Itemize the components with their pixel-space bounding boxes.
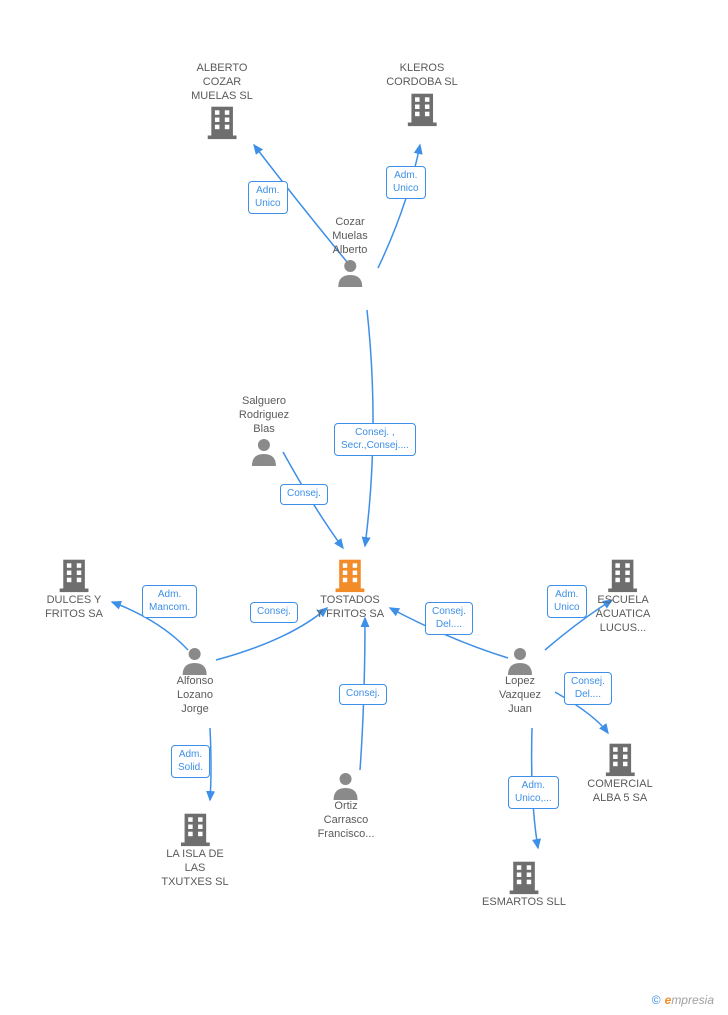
copyright-symbol: © [652,993,661,1007]
edge-label: Consej. [339,684,387,705]
person-node[interactable]: Salguero Rodriguez Blas [239,395,289,466]
edge-label: Adm. Unico [248,181,288,214]
node-label: COMERCIAL ALBA 5 SA [587,778,652,806]
node-label: ESMARTOS SLL [482,896,566,910]
node-label: Alfonso Lozano Jorge [177,675,214,716]
person-node[interactable]: Ortiz Carrasco Francisco... [318,770,375,841]
node-label: KLEROS CORDOBA SL [386,62,458,90]
edge-arrow [378,145,420,268]
company-node[interactable]: KLEROS CORDOBA SL [386,62,458,128]
building-icon [332,556,368,594]
edge-label: Adm. Unico [386,166,426,199]
node-label: LA ISLA DE LAS TXUTXES SL [161,848,228,889]
edge-arrow [210,728,211,800]
edge-label: Consej. [250,602,298,623]
building-icon [605,556,641,594]
company-node[interactable]: ESMARTOS SLL [482,858,566,910]
person-icon [180,645,210,675]
node-label: Lopez Vazquez Juan [499,675,541,716]
person-icon [331,770,361,800]
node-label: DULCES Y FRITOS SA [45,594,103,622]
company-node[interactable]: ALBERTO COZAR MUELAS SL [191,62,253,141]
person-icon [249,436,279,466]
edge-label: Adm. Unico [547,585,587,618]
person-node[interactable]: Lopez Vazquez Juan [499,645,541,716]
building-icon [506,858,542,896]
node-label: ALBERTO COZAR MUELAS SL [191,62,253,103]
edge-label: Consej. [280,484,328,505]
person-node[interactable]: Alfonso Lozano Jorge [177,645,214,716]
edge-label: Consej. , Secr.,Consej.... [334,423,416,456]
node-label: Salguero Rodriguez Blas [239,395,289,436]
footer-attribution: © empresia [652,993,714,1007]
building-icon [204,103,240,141]
node-label: TOSTADOS Y FRITOS SA [316,594,384,622]
network-diagram: ALBERTO COZAR MUELAS SL KLEROS CORDOBA S… [0,0,728,1015]
company-node[interactable]: DULCES Y FRITOS SA [45,556,103,622]
building-icon [56,556,92,594]
building-icon [602,740,638,778]
edge-label: Adm. Solid. [171,745,210,778]
building-icon [177,810,213,848]
node-label: Cozar Muelas Alberto [332,216,367,257]
company-node[interactable]: ESCUELA ACUATICA LUCUS... [596,556,651,635]
edge-layer [0,0,728,1015]
edge-label: Consej. Del.... [425,602,473,635]
edge-label: Adm. Unico,... [508,776,559,809]
edge-label: Adm. Mancom. [142,585,197,618]
person-icon [335,257,365,287]
company-node[interactable]: COMERCIAL ALBA 5 SA [587,740,652,806]
node-label: ESCUELA ACUATICA LUCUS... [596,594,651,635]
company-node[interactable]: LA ISLA DE LAS TXUTXES SL [161,810,228,889]
brand-name: empresia [665,993,714,1007]
edge-label: Consej. Del.... [564,672,612,705]
person-node[interactable]: Cozar Muelas Alberto [332,216,367,287]
node-label: Ortiz Carrasco Francisco... [318,800,375,841]
company-node[interactable]: TOSTADOS Y FRITOS SA [316,556,384,622]
person-icon [505,645,535,675]
building-icon [404,90,440,128]
